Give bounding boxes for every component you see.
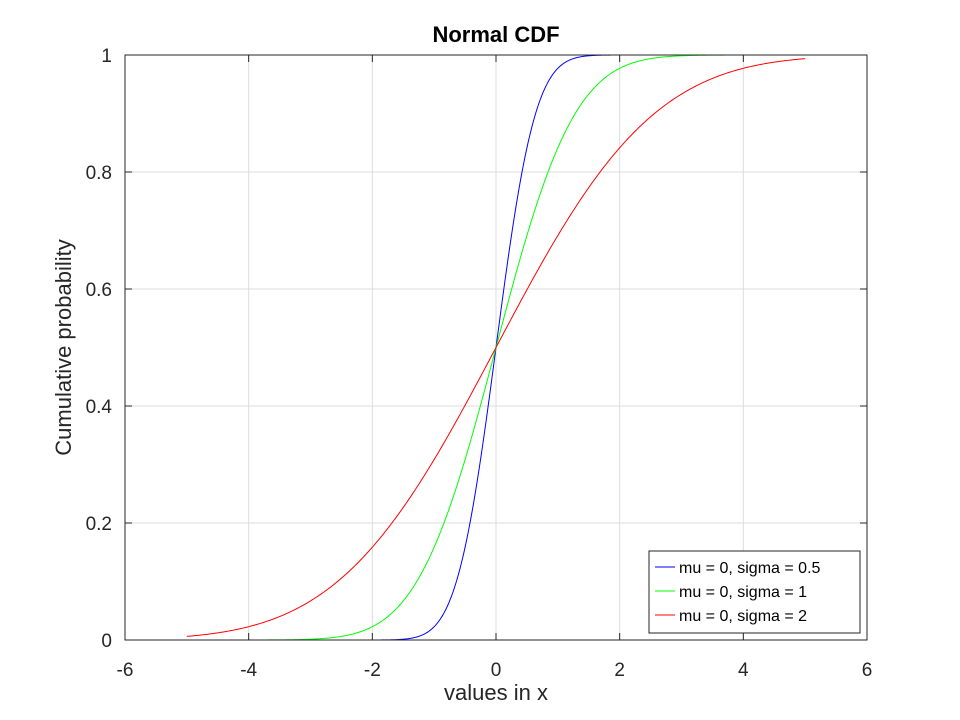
y-tick-label: 0.6 — [86, 280, 112, 301]
axis-ticks: -6 -4 -2 0 2 4 6 0 0.2 0.4 0.6 0.8 1 — [86, 46, 873, 681]
x-tick-label: 0 — [491, 660, 502, 681]
legend-entry-label: mu = 0, sigma = 2 — [679, 608, 807, 625]
x-tick-label: 2 — [614, 660, 625, 681]
y-axis-label: Cumulative probability — [51, 239, 76, 455]
y-tick-label: 0.4 — [86, 397, 113, 418]
y-tick-label: 0.2 — [86, 514, 112, 535]
legend-entry-label: mu = 0, sigma = 1 — [679, 584, 807, 601]
x-tick-label: -2 — [364, 660, 381, 681]
x-tick-label: -4 — [240, 660, 257, 681]
x-axis-label: values in x — [444, 680, 548, 705]
chart-title: Normal CDF — [432, 22, 559, 47]
legend-box — [648, 550, 861, 634]
series-line-3 — [186, 58, 806, 637]
x-tick-label: 6 — [862, 660, 873, 681]
y-tick-label: 0.8 — [86, 163, 112, 184]
y-tick-label: 1 — [101, 46, 112, 67]
legend: mu = 0, sigma = 0.5 mu = 0, sigma = 1 mu =… — [648, 550, 861, 634]
x-tick-label: -6 — [117, 660, 134, 681]
x-tick-label: 4 — [738, 660, 749, 681]
legend-entry-label: mu = 0, sigma = 0.5 — [679, 560, 821, 577]
y-tick-label: 0 — [101, 631, 112, 652]
